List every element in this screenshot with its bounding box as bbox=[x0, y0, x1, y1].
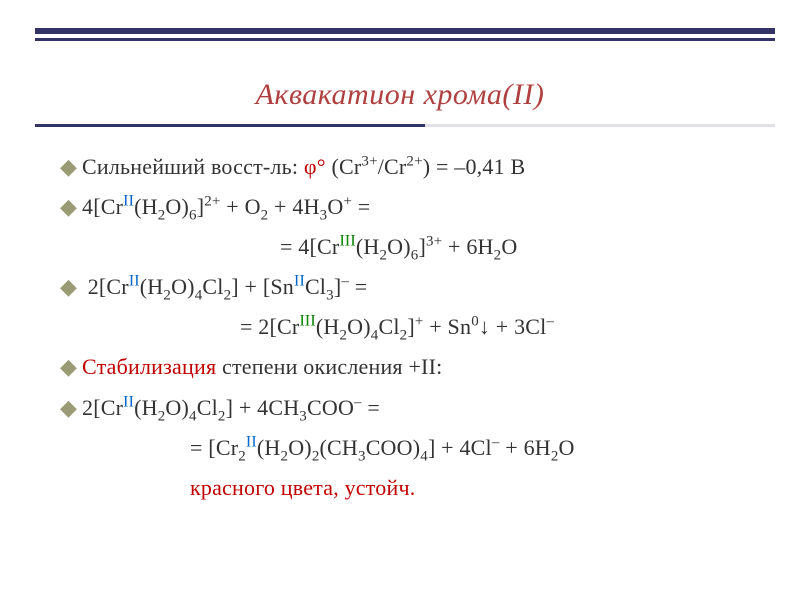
text: ] + 4CH bbox=[226, 395, 300, 420]
subscript: 4 bbox=[189, 408, 197, 424]
oxidation-state: III bbox=[299, 313, 315, 330]
text: O bbox=[559, 435, 575, 460]
text: O) bbox=[288, 435, 312, 460]
annotation-line: красного цвета, устойч. bbox=[60, 471, 760, 505]
subscript: 2 bbox=[163, 288, 171, 304]
slide-title: Аквакатион хрома(II) bbox=[0, 78, 800, 112]
text: (CH bbox=[320, 435, 359, 460]
progress-track bbox=[35, 124, 775, 127]
text: O bbox=[327, 194, 343, 219]
text: 2[Cr bbox=[82, 274, 129, 299]
text: O bbox=[501, 234, 517, 259]
text: ] bbox=[418, 234, 426, 259]
oxidation-state: II bbox=[246, 433, 257, 450]
text: COO) bbox=[366, 435, 421, 460]
bullet-line-3: ◆ 2[CrII(H2O)4Cl2] + [SnIICl3]– = bbox=[60, 270, 760, 304]
bullet-icon: ◆ bbox=[60, 391, 82, 425]
bullet-line-5: ◆2[CrII(H2O)4Cl2] + 4CH3COO– = bbox=[60, 391, 760, 425]
subscript: 6 bbox=[189, 207, 197, 223]
oxidation-state: II bbox=[123, 393, 134, 410]
top-rule-thin bbox=[35, 38, 775, 41]
text: Cl bbox=[378, 314, 399, 339]
text: (H bbox=[140, 274, 164, 299]
superscript: 2+ bbox=[204, 194, 220, 210]
subscript: 2 bbox=[312, 448, 320, 464]
oxidation-state: II bbox=[123, 193, 134, 210]
text: O) bbox=[165, 395, 189, 420]
text: = bbox=[349, 274, 367, 299]
superscript: – bbox=[492, 434, 500, 450]
text: + Sn bbox=[424, 314, 472, 339]
result-line-2: = 2[CrIII(H2O)4Cl2]+ + Sn0↓ + 3Cl– bbox=[60, 310, 760, 344]
text: O) bbox=[165, 194, 189, 219]
text-highlight: Стабилизация bbox=[82, 354, 216, 379]
bullet-line-1: ◆Сильнейший восст-ль: φ° (Cr3+/Cr2+) = –… bbox=[60, 150, 760, 184]
subscript: 2 bbox=[238, 448, 246, 464]
superscript: 0 bbox=[471, 314, 479, 330]
text: ] + 4Cl bbox=[428, 435, 492, 460]
text: (Cr bbox=[331, 154, 361, 179]
superscript: – bbox=[341, 274, 349, 290]
slide-body: ◆Сильнейший восст-ль: φ° (Cr3+/Cr2+) = –… bbox=[60, 150, 760, 511]
oxidation-state: III bbox=[339, 233, 355, 250]
bullet-icon: ◆ bbox=[60, 190, 82, 224]
text: O) bbox=[387, 234, 411, 259]
subscript: 3 bbox=[358, 448, 366, 464]
bullet-icon: ◆ bbox=[60, 350, 82, 384]
text: = bbox=[352, 194, 370, 219]
text: Cl bbox=[197, 395, 218, 420]
text: = 2[Cr bbox=[240, 314, 299, 339]
text: 2[Cr bbox=[82, 395, 123, 420]
subscript: 2 bbox=[218, 408, 226, 424]
text: Cl bbox=[202, 274, 223, 299]
text: O) bbox=[171, 274, 195, 299]
text: (H bbox=[134, 194, 158, 219]
text: = bbox=[362, 395, 380, 420]
text: + O bbox=[221, 194, 261, 219]
oxidation-state: II bbox=[129, 273, 140, 290]
text: = 4[Cr bbox=[280, 234, 339, 259]
text: /Cr bbox=[378, 154, 407, 179]
text: Сильнейший восст-ль: bbox=[82, 154, 304, 179]
text: + 4H bbox=[268, 194, 319, 219]
text: (H bbox=[257, 435, 281, 460]
bullet-icon: ◆ bbox=[60, 150, 82, 184]
subscript: 3 bbox=[326, 288, 334, 304]
superscript: – bbox=[354, 394, 362, 410]
text: 4[Cr bbox=[82, 194, 123, 219]
phi-symbol: φ° bbox=[304, 154, 332, 179]
superscript: – bbox=[546, 314, 554, 330]
text: ] + [Sn bbox=[231, 274, 294, 299]
text: степени окисления +II: bbox=[216, 354, 442, 379]
top-rule-thick bbox=[35, 28, 775, 34]
text: (H bbox=[356, 234, 380, 259]
text: ] bbox=[407, 314, 415, 339]
text-highlight: красного цвета, устойч. bbox=[190, 475, 415, 500]
result-line-3: = [Cr2II(H2O)2(CH3COO)4] + 4Cl– + 6H2O bbox=[60, 431, 760, 465]
superscript: 2+ bbox=[406, 154, 422, 170]
bullet-icon: ◆ bbox=[60, 270, 82, 304]
text: COO bbox=[307, 395, 354, 420]
text: ↓ + 3Cl bbox=[479, 314, 547, 339]
text: + 6H bbox=[500, 435, 551, 460]
text: Cl bbox=[305, 274, 326, 299]
superscript: + bbox=[415, 314, 424, 330]
text: O) bbox=[347, 314, 371, 339]
text: (H bbox=[134, 395, 158, 420]
text: (H bbox=[316, 314, 340, 339]
text: ) = –0,41 В bbox=[423, 154, 526, 179]
bullet-line-4: ◆Стабилизация степени окисления +II: bbox=[60, 350, 760, 384]
text: = [Cr bbox=[190, 435, 238, 460]
superscript: + bbox=[343, 194, 352, 210]
subscript: 3 bbox=[299, 408, 307, 424]
subscript: 4 bbox=[420, 448, 428, 464]
oxidation-state: II bbox=[294, 273, 305, 290]
bullet-line-2: ◆4[CrII(H2O)6]2+ + O2 + 4H3O+ = bbox=[60, 190, 760, 224]
superscript: 3+ bbox=[361, 154, 377, 170]
superscript: 3+ bbox=[426, 234, 442, 250]
subscript: 2 bbox=[551, 448, 559, 464]
progress-fill bbox=[35, 124, 425, 127]
text: + 6H bbox=[442, 234, 493, 259]
result-line-1: = 4[CrIII(H2O)6]3+ + 6H2O bbox=[60, 230, 760, 264]
